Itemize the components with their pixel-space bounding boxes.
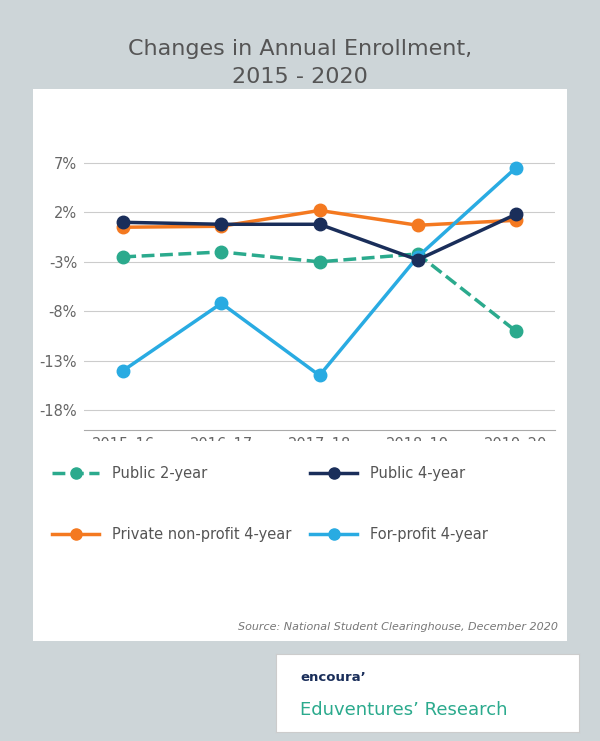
Public 4-year (119, 218, 127, 227)
Line: For-profit 4-year: For-profit 4-year (117, 162, 522, 382)
Private non-profit 4-year (218, 222, 225, 230)
Public 2-year (512, 327, 520, 336)
Public 4-year (218, 220, 225, 229)
Private non-profit 4-year (414, 221, 421, 230)
Text: encouraʼ: encouraʼ (300, 671, 366, 684)
Line: Public 4-year: Public 4-year (117, 208, 522, 266)
Public 4-year (512, 210, 520, 219)
Private non-profit 4-year (119, 223, 127, 232)
Public 2-year (218, 247, 225, 256)
Text: Private non-profit 4-year: Private non-profit 4-year (112, 527, 291, 542)
Public 2-year (414, 250, 421, 259)
Text: Source: National Student Clearinghouse, December 2020: Source: National Student Clearinghouse, … (238, 622, 558, 632)
Public 4-year (414, 256, 421, 265)
Line: Public 2-year: Public 2-year (117, 246, 522, 337)
For-profit 4-year (512, 164, 520, 173)
Text: Eduventures’ Research: Eduventures’ Research (300, 701, 508, 720)
Public 2-year (316, 257, 323, 266)
Public 4-year (316, 220, 323, 229)
For-profit 4-year (414, 253, 421, 262)
Public 2-year (119, 253, 127, 262)
For-profit 4-year (218, 299, 225, 308)
For-profit 4-year (119, 366, 127, 375)
For-profit 4-year (316, 371, 323, 380)
Private non-profit 4-year (512, 216, 520, 225)
Line: Private non-profit 4-year: Private non-profit 4-year (117, 205, 522, 233)
Text: Changes in Annual Enrollment,
2015 - 2020: Changes in Annual Enrollment, 2015 - 202… (128, 39, 472, 87)
Text: Public 2-year: Public 2-year (112, 466, 207, 481)
Private non-profit 4-year (316, 206, 323, 215)
Text: Public 4-year: Public 4-year (370, 466, 465, 481)
Text: For-profit 4-year: For-profit 4-year (370, 527, 488, 542)
